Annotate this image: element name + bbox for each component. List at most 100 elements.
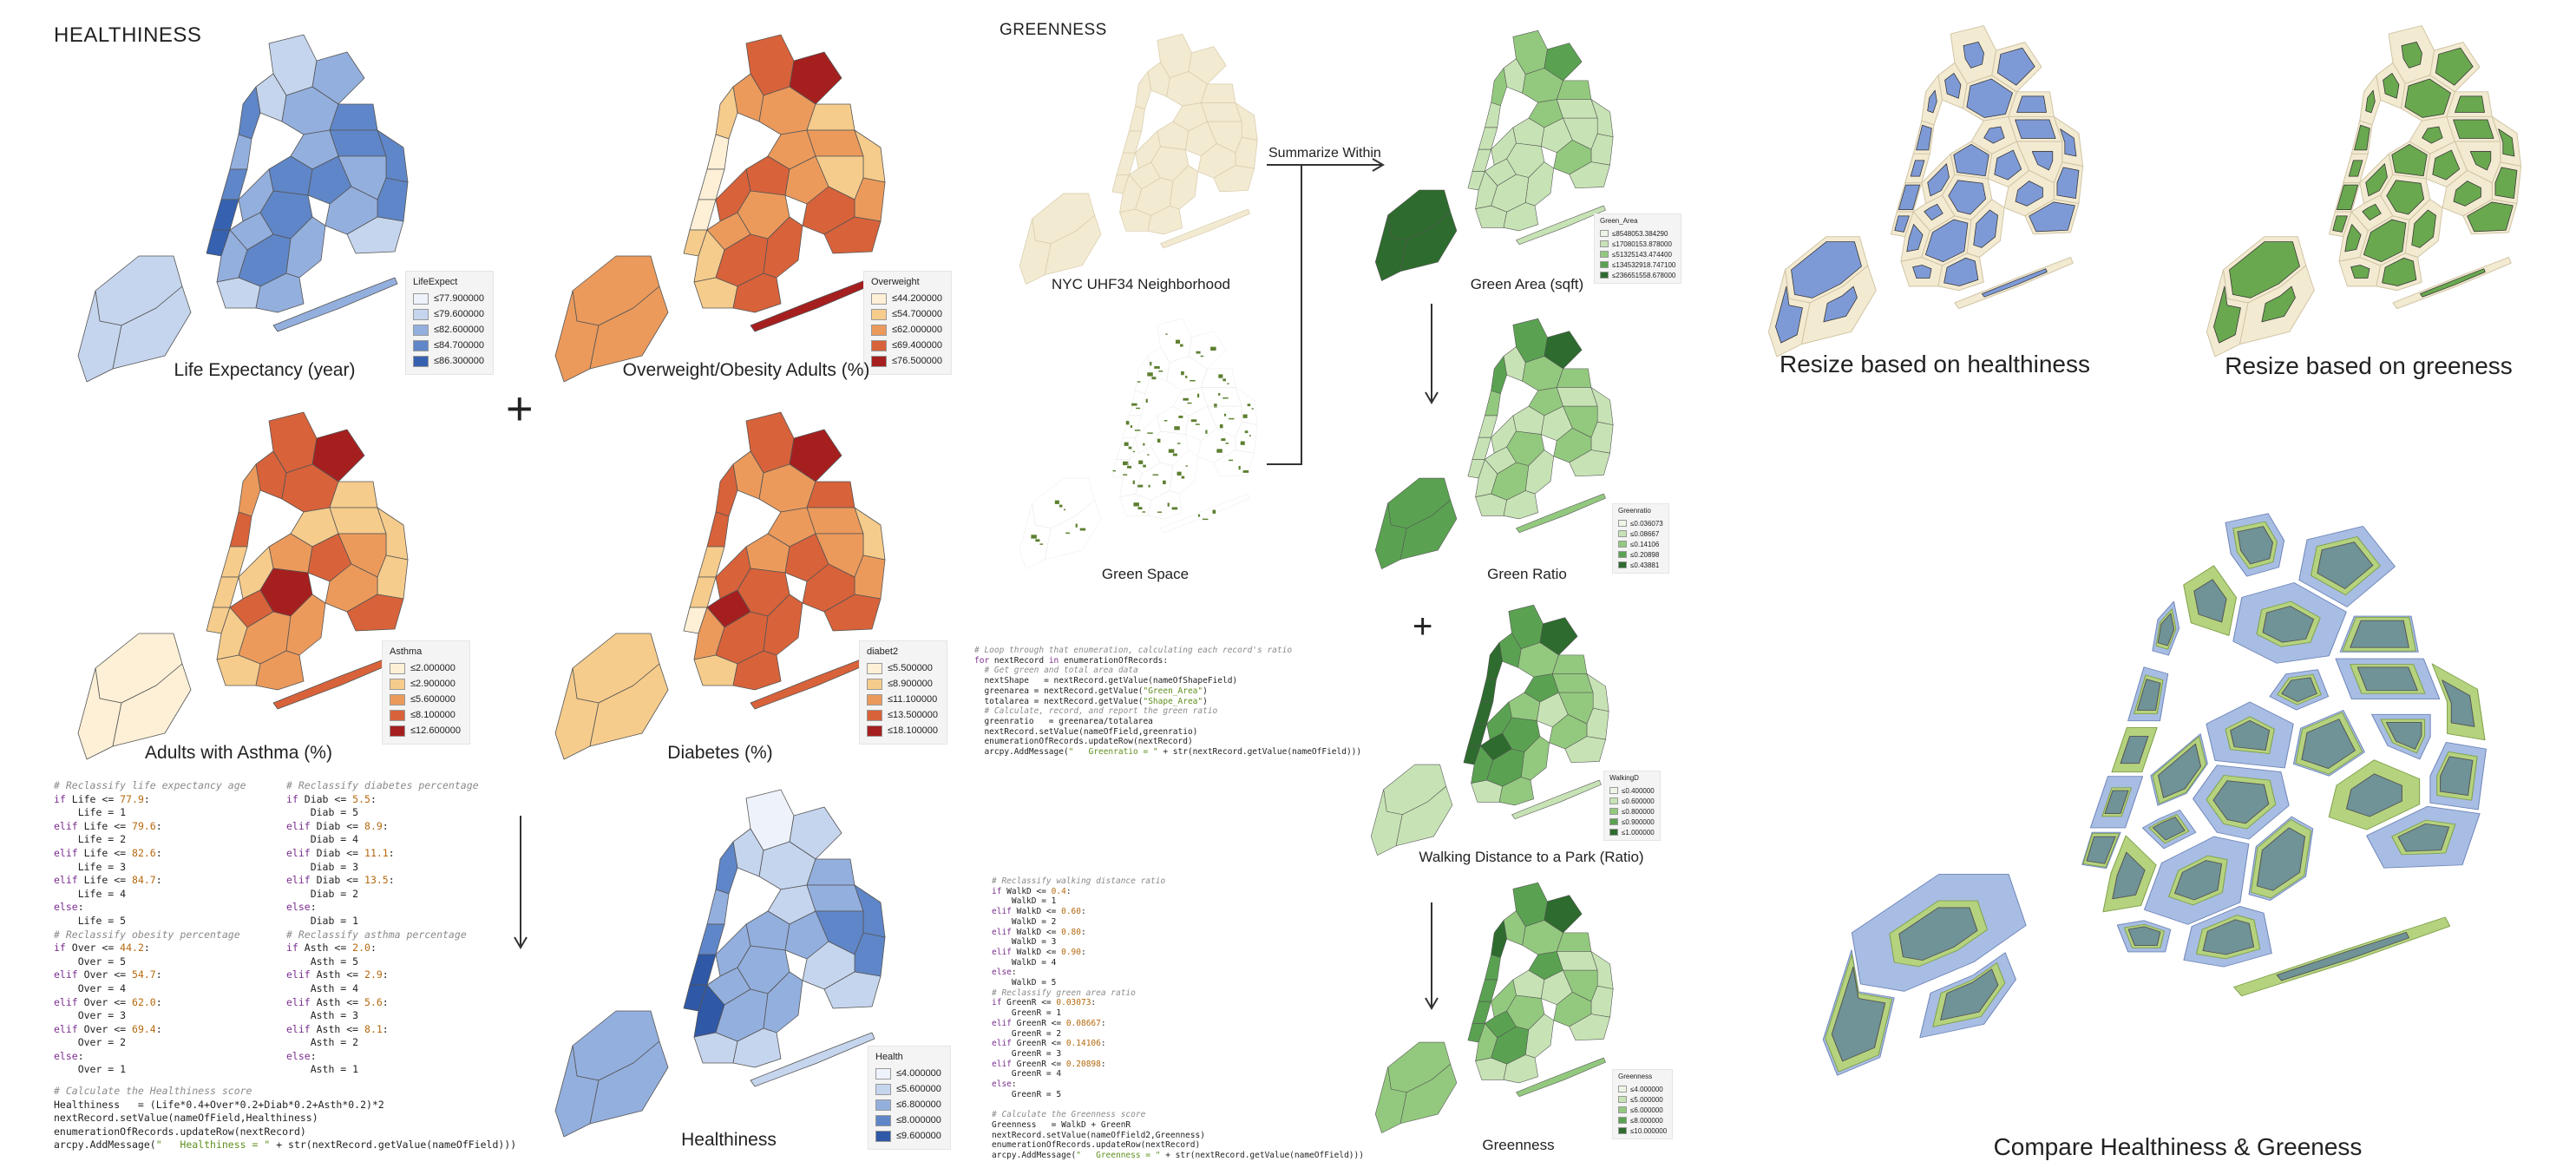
- legend-label: ≤0.800000: [1622, 807, 1655, 816]
- nyc-neighborhood-map: [1019, 33, 1258, 285]
- code-line: else:: [992, 1079, 1017, 1090]
- legend-label: ≤82.600000: [434, 325, 485, 335]
- green-space-patch: [1168, 449, 1175, 453]
- neighborhood-polygon: [1569, 449, 1610, 477]
- legend-item: ≤8548053.384290: [1600, 228, 1675, 239]
- green-space-patch: [1147, 432, 1153, 434]
- life-expectancy-map: [77, 34, 409, 383]
- code-block-life-obesity: # Reclassify life expectancy age if Life …: [54, 779, 246, 1077]
- resized-neighborhood: [2363, 219, 2407, 263]
- neighborhood-polygon: [255, 272, 305, 313]
- code-line: Diab = 4: [286, 833, 359, 846]
- overlap-shape: [2212, 780, 2270, 824]
- neighborhood-polygon: [1472, 148, 1491, 172]
- resized-neighborhood: [2348, 160, 2363, 177]
- overlap-shape: [2442, 679, 2475, 727]
- legend-swatch: [871, 292, 887, 305]
- code-line: elif Asth <= 8.1:: [286, 1022, 389, 1035]
- neighborhood-polygon: [229, 134, 252, 170]
- neighborhood-polygon: [1486, 642, 1503, 681]
- compare-caption: Compare Healthiness & Greeness: [1993, 1133, 2363, 1160]
- legend-item: ≤0.400000: [1609, 785, 1655, 796]
- green-space-patch: [1218, 393, 1221, 396]
- legend-label: ≤0.20898: [1630, 550, 1660, 559]
- code-line: Diab = 3: [286, 860, 359, 873]
- green-space-patch: [1112, 469, 1117, 472]
- legend-label: ≤10.000000: [1630, 1126, 1668, 1135]
- neighborhood-outline: [1235, 421, 1258, 454]
- legend-swatch: [1618, 1117, 1627, 1124]
- green-space-patch: [1196, 351, 1201, 354]
- resized-neighborhood: [2401, 41, 2422, 69]
- green-space-patch: [1218, 374, 1223, 378]
- green-space-patch: [1242, 469, 1249, 473]
- code-line: GreenR = 4: [992, 1069, 1062, 1079]
- overlap-shape: [2345, 773, 2402, 817]
- legend-item: ≤6.000000: [1618, 1105, 1667, 1115]
- neighborhood-polygon: [1516, 205, 1606, 246]
- life-expectancy-legend: LifeExpect ≤77.900000 ≤79.600000 ≤82.600000…: [405, 271, 495, 375]
- legend-item: ≤69.400000: [871, 338, 942, 353]
- code-line: # Get green and total area data: [974, 666, 1138, 676]
- legend-title: Asthma: [390, 646, 423, 657]
- neighborhood-polygon: [1544, 895, 1583, 934]
- green-space-patch: [1123, 461, 1129, 466]
- green-space-patch: [1181, 476, 1185, 479]
- code-line: WalkD = 5: [992, 978, 1057, 988]
- resized-neighborhood: [2336, 184, 2359, 210]
- neighborhood-polygon: [1044, 214, 1102, 276]
- neighborhood-polygon: [1147, 62, 1170, 97]
- greenness-caption: Greenness: [1482, 1137, 1555, 1153]
- neighborhood-polygon: [1213, 165, 1255, 193]
- code-line: # Reclassify walking distance ratio: [992, 876, 1166, 886]
- resized-neighborhood: [2453, 180, 2481, 207]
- code-line: Life = 1: [54, 806, 127, 819]
- neighborhood-polygon: [112, 285, 192, 370]
- code-line: # Reclassify asthma percentage: [286, 928, 467, 941]
- neighborhood-polygon: [1503, 490, 1538, 520]
- code-line: elif Diab <= 8.9:: [286, 819, 389, 832]
- diabetes-legend: diabet2 ≤5.500000 ≤8.900000 ≤11.100000 ≤13.5…: [859, 640, 948, 745]
- legend-item: ≤84.700000: [413, 338, 484, 353]
- neighborhood-polygon: [112, 663, 192, 747]
- legend-item: ≤0.036073: [1618, 518, 1663, 528]
- resized-neighborhood: [2467, 201, 2514, 233]
- code-line: Asth = 2: [286, 1036, 359, 1049]
- green-space-patch: [1180, 344, 1183, 347]
- legend-swatch: [1600, 261, 1609, 268]
- green-space-patch: [1200, 355, 1204, 358]
- green-space-patch: [1163, 420, 1168, 422]
- neighborhood-polygon: [732, 828, 764, 877]
- legend-swatch: [1618, 551, 1627, 558]
- neighborhood-polygon: [789, 806, 842, 860]
- neighborhood-polygon: [1516, 493, 1606, 534]
- code-line: else:: [54, 901, 84, 914]
- code-line: Over = 3: [54, 1009, 127, 1022]
- code-line: [992, 1099, 1364, 1110]
- overlap-shape: [2120, 735, 2149, 764]
- neighborhood-polygon: [1129, 105, 1145, 132]
- code-block-green-ratio: # Loop through that enumeration, calcula…: [974, 646, 1361, 758]
- green-space-patch: [1223, 413, 1227, 417]
- healthiness-section-title: HEALTHINESS: [54, 23, 202, 47]
- neighborhood-polygon: [212, 199, 239, 231]
- legend-item: ≤5.600000: [875, 1081, 941, 1097]
- legend-swatch: [413, 355, 429, 367]
- legend-label: ≤5.500000: [888, 663, 933, 673]
- legend-item: ≤0.08667: [1618, 528, 1663, 539]
- legend-item: ≤8.900000: [867, 676, 938, 692]
- resized-neighborhood: [1948, 180, 1987, 215]
- resize-healthiness-map: [1767, 25, 2084, 358]
- green-space-patch: [1167, 502, 1170, 507]
- code-line: enumerationOfRecords.updateRow(nextRecor…: [974, 737, 1193, 747]
- resized-neighborhood: [2453, 119, 2494, 139]
- overlap-shape: [2440, 756, 2474, 796]
- green-space-patch: [1251, 408, 1254, 410]
- overlap-shape: [2202, 919, 2255, 955]
- green-space-patch: [1214, 404, 1217, 408]
- overlap-shape: [2104, 790, 2129, 814]
- resized-neighborhood: [2383, 73, 2400, 99]
- resized-neighborhood: [2455, 95, 2485, 113]
- legend-swatch: [867, 662, 882, 674]
- green-space-patch: [1178, 415, 1183, 418]
